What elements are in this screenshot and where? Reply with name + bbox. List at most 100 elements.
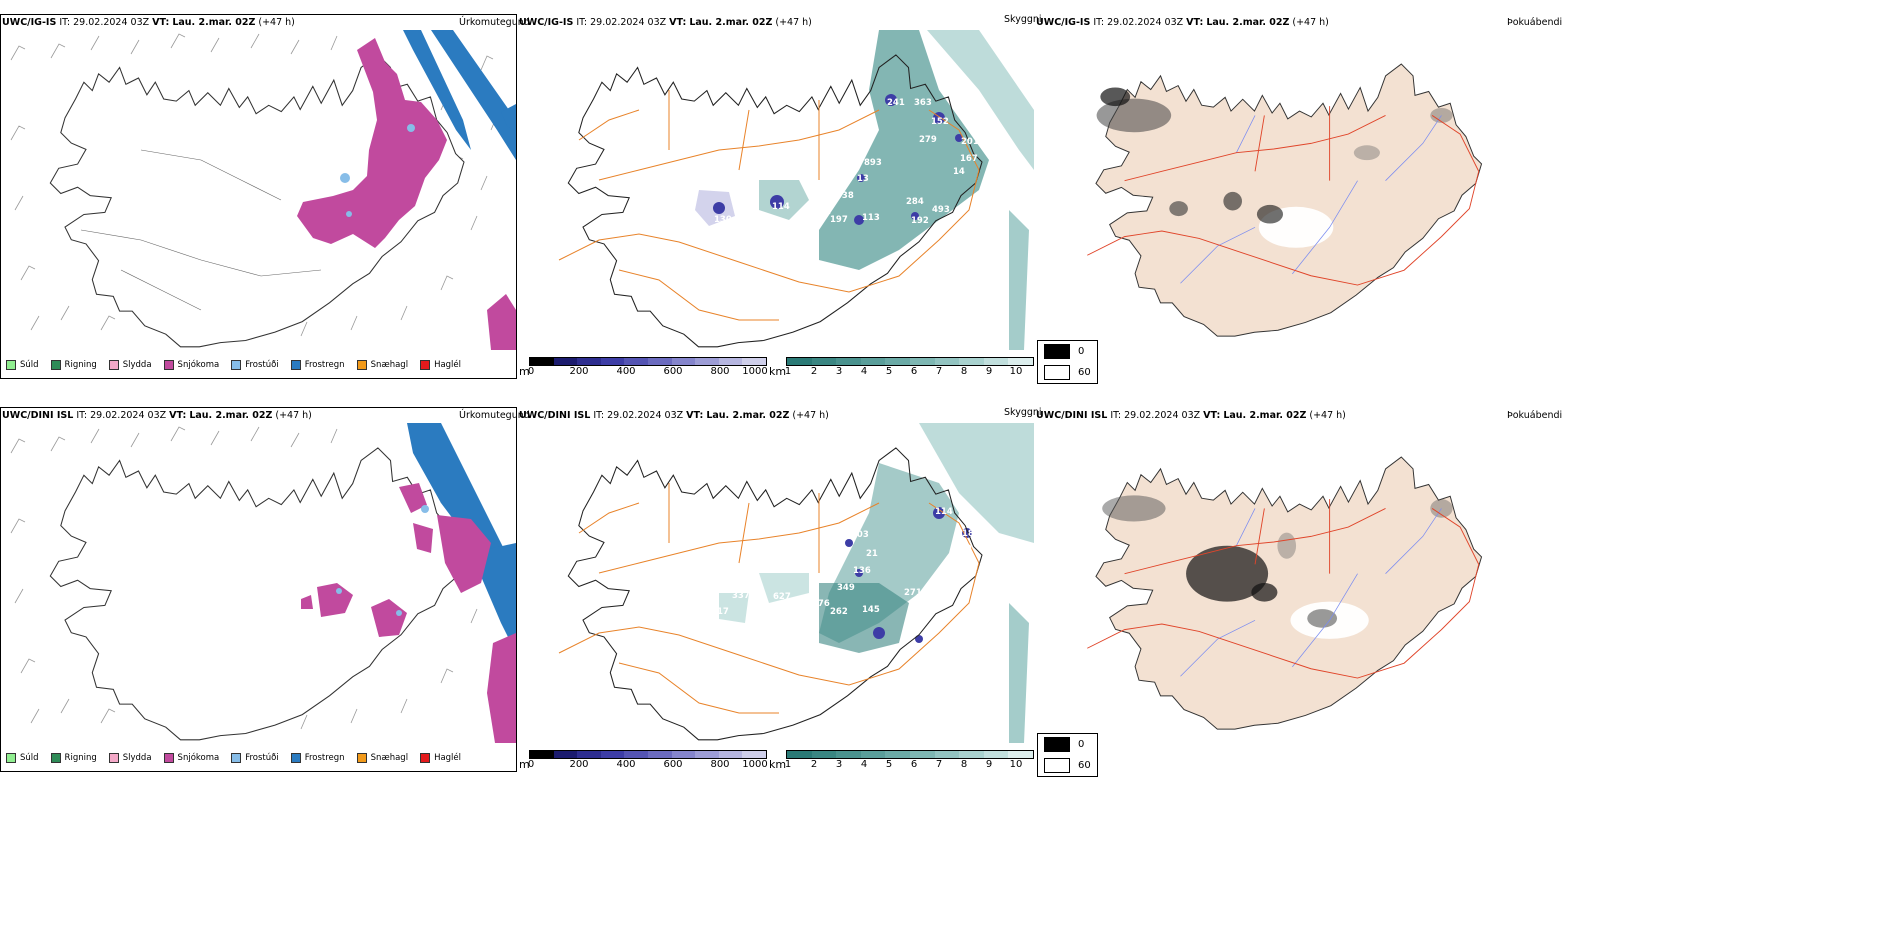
height-colorbar-bar bbox=[529, 750, 767, 759]
value-label: 337 bbox=[732, 591, 750, 601]
rivers bbox=[1180, 115, 1442, 284]
value-label: 893 bbox=[864, 158, 882, 168]
legend-swatch-snow-pellets bbox=[356, 360, 367, 370]
legend-swatch-snow bbox=[163, 360, 174, 370]
freezing-drizzle-spots bbox=[336, 505, 429, 616]
model-name: UWC/IG-IS bbox=[2, 17, 57, 28]
legend-swatch-drizzle bbox=[6, 360, 16, 370]
panel-title-vis: Skyggni bbox=[1004, 14, 1042, 25]
legend-item: Snjókoma bbox=[163, 753, 219, 763]
fog-header-dini: UWC/DINI ISL IT: 29.02.2024 03Z VT: Lau.… bbox=[1036, 410, 1346, 421]
legend-item: Slydda bbox=[108, 360, 152, 370]
roads bbox=[558, 90, 980, 321]
vis-colorbar-dini: 1 2 3 4 5 6 7 8 9 10 bbox=[784, 750, 1034, 771]
height-colorbar-bar bbox=[529, 357, 767, 366]
vis-header-dini: UWC/DINI ISL IT: 29.02.2024 03Z VT: Lau.… bbox=[519, 410, 829, 421]
legend-swatch-hail bbox=[420, 360, 431, 370]
fog-legend-item: 60 bbox=[1038, 362, 1097, 383]
panel-title-vis: Skyggni bbox=[1004, 407, 1042, 418]
rivers bbox=[1180, 508, 1442, 677]
legend-item: Frostúði bbox=[231, 753, 279, 763]
legend-item: Súld bbox=[6, 360, 39, 370]
ptype-legend-dini: Súld Rigning Slydda Snjókoma Frostúði Fr… bbox=[6, 753, 461, 763]
value-label: 192 bbox=[911, 216, 929, 226]
height-colorbar-igis: 0 200 400 600 800 1000 bbox=[527, 357, 768, 378]
ptype-map-dini bbox=[10, 423, 516, 743]
value-label: 17 bbox=[717, 607, 729, 617]
legend-item: Súld bbox=[6, 753, 39, 763]
vis-ticks: 1 2 3 4 5 6 7 8 9 10 bbox=[784, 366, 1023, 377]
legend-item: Snæhagl bbox=[356, 360, 408, 370]
fog-swatch-60 bbox=[1044, 758, 1070, 773]
vis-ticks: 1 2 3 4 5 6 7 8 9 10 bbox=[784, 759, 1023, 770]
legend-item: Snjókoma bbox=[163, 360, 219, 370]
roads bbox=[558, 483, 980, 714]
legend-swatch-snow bbox=[163, 753, 174, 763]
fog-map-igis bbox=[1087, 63, 1483, 337]
legend-item: Rigning bbox=[50, 753, 97, 763]
value-label: 279 bbox=[919, 135, 937, 145]
roads bbox=[80, 149, 322, 311]
value-label: 114 bbox=[772, 202, 790, 212]
value-label: 363 bbox=[914, 98, 932, 108]
value-label: 349 bbox=[837, 583, 855, 593]
visibility-shading bbox=[695, 30, 1034, 350]
value-label: 113 bbox=[862, 213, 880, 223]
row-dini: UWC/DINI ISL IT: 29.02.2024 03Z VT: Lau.… bbox=[0, 393, 1900, 863]
roads bbox=[1087, 499, 1480, 679]
panel-title-ptype: Úrkomutegund bbox=[459, 410, 530, 421]
value-label: 14 bbox=[953, 167, 965, 177]
fog-legend-dini: 0 60 bbox=[1037, 733, 1098, 777]
fog-shading bbox=[1096, 87, 1453, 248]
snow-area bbox=[301, 483, 516, 743]
legend-swatch-sleet bbox=[108, 360, 119, 370]
value-label: 188 bbox=[962, 529, 980, 539]
value-label: 627 bbox=[773, 592, 791, 602]
value-label: 493 bbox=[932, 205, 950, 215]
legend-item: Snæhagl bbox=[356, 753, 408, 763]
value-label: 1 bbox=[733, 198, 739, 208]
visibility-shading bbox=[719, 423, 1034, 743]
vis-map-igis bbox=[558, 30, 1034, 350]
vis-colorbar-igis: 1 2 3 4 5 6 7 8 9 10 bbox=[784, 357, 1034, 378]
legend-swatch-snow-pellets bbox=[356, 753, 367, 763]
value-label: 145 bbox=[862, 605, 880, 615]
height-spots bbox=[713, 94, 963, 225]
legend-item: Haglél bbox=[420, 753, 461, 763]
value-label: 197 bbox=[830, 215, 848, 225]
value-label: 152 bbox=[931, 117, 949, 127]
value-label: 13 bbox=[857, 174, 869, 184]
panel-title-fog: Þokuábendi bbox=[1507, 17, 1563, 28]
value-label: 201 bbox=[961, 137, 979, 147]
fog-legend-item: 60 bbox=[1038, 755, 1097, 776]
fog-swatch-0 bbox=[1044, 737, 1070, 752]
legend-item: Frostregn bbox=[290, 360, 345, 370]
vis-colorbar-bar bbox=[786, 750, 1034, 759]
legend-swatch-frz-rain bbox=[290, 360, 301, 370]
legend-swatch-frz-rain bbox=[290, 753, 301, 763]
fog-legend-igis: 0 60 bbox=[1037, 340, 1098, 384]
value-label: 21 bbox=[866, 549, 878, 559]
value-label: 271 bbox=[813, 207, 831, 217]
vis-map-dini bbox=[558, 423, 1034, 743]
panel-title-fog: Þokuábendi bbox=[1507, 410, 1563, 421]
fog-map-dini bbox=[1087, 456, 1483, 730]
value-label: 167 bbox=[960, 154, 978, 164]
value-label: 338 bbox=[836, 191, 854, 201]
freezing-drizzle-spots bbox=[340, 124, 415, 217]
row-igis: UWC/IG-IS IT: 29.02.2024 03Z VT: Lau. 2.… bbox=[0, 0, 1900, 470]
legend-item: Slydda bbox=[108, 753, 152, 763]
value-label: 203 bbox=[851, 530, 869, 540]
value-label: 114 bbox=[935, 507, 953, 517]
legend-item: Haglél bbox=[420, 360, 461, 370]
legend-swatch-frz-drizzle bbox=[231, 753, 242, 763]
legend-item: Rigning bbox=[50, 360, 97, 370]
value-label: 262 bbox=[830, 607, 848, 617]
height-ticks: 0 200 400 600 800 1000 bbox=[527, 366, 768, 377]
fog-legend-item: 0 bbox=[1038, 341, 1097, 362]
fog-swatch-0 bbox=[1044, 344, 1070, 359]
ptype-panel-dini bbox=[0, 407, 517, 772]
fog-header-igis: UWC/IG-IS IT: 29.02.2024 03Z VT: Lau. 2.… bbox=[1036, 17, 1329, 28]
legend-swatch-hail bbox=[420, 753, 431, 763]
value-label: 241 bbox=[887, 98, 905, 108]
